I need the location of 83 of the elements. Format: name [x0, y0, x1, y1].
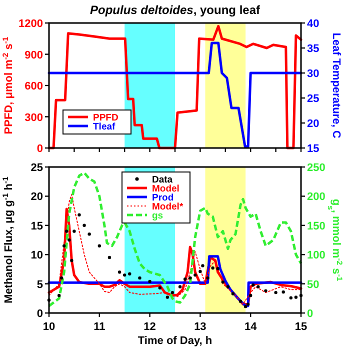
- point: [70, 258, 74, 262]
- point: [57, 294, 61, 298]
- point: [238, 300, 242, 303]
- point: [98, 244, 101, 248]
- legend-label: Tleaf: [93, 122, 116, 132]
- y-tick-label: 15: [30, 220, 43, 232]
- y-tick-label: 25: [30, 162, 43, 174]
- point: [82, 224, 86, 227]
- point: [206, 276, 210, 280]
- legend-label: Model: [152, 184, 180, 194]
- y2-axis-title: Leaf Temperature, C: [330, 32, 342, 138]
- point: [138, 276, 142, 280]
- point: [65, 230, 68, 233]
- point: [264, 289, 268, 292]
- y-tick-label: 0: [36, 308, 43, 320]
- line-series: [48, 255, 302, 308]
- point: [60, 276, 64, 280]
- y2-tick-label: 0: [307, 308, 314, 320]
- y-tick-label: 900: [24, 49, 43, 62]
- point: [294, 296, 298, 299]
- y-tick-label: 5: [36, 278, 43, 291]
- y-tick-label: 0: [36, 143, 43, 155]
- x-tick-label: 11: [94, 321, 106, 333]
- point: [231, 292, 235, 296]
- point: [256, 285, 260, 288]
- legend-label: PPFD: [93, 112, 118, 124]
- point: [244, 304, 248, 308]
- point: [249, 294, 252, 298]
- y2-tick-label: 30: [307, 68, 320, 80]
- legend-label: Model*: [152, 202, 184, 212]
- y2-tick-label: 250: [307, 162, 326, 174]
- point: [198, 270, 202, 274]
- point: [252, 283, 255, 287]
- point: [158, 286, 162, 290]
- point: [188, 276, 192, 280]
- point: [148, 280, 152, 284]
- x-tick-label: 13: [194, 321, 206, 333]
- y-tick-label: 20: [30, 191, 43, 204]
- y2-tick-label: 200: [307, 191, 326, 204]
- point: [183, 278, 187, 281]
- point: [211, 266, 214, 270]
- point: [108, 256, 112, 260]
- point: [128, 272, 132, 276]
- point: [118, 270, 122, 274]
- y2-tick-label: 50: [307, 278, 320, 291]
- line-series: [48, 172, 302, 308]
- y2-tick-label: 100: [307, 250, 326, 262]
- point: [221, 280, 224, 284]
- point: [274, 290, 278, 294]
- x-tick-label: 14: [244, 321, 258, 333]
- y2-tick-label: 15: [307, 143, 320, 155]
- point: [68, 238, 71, 242]
- y2-tick-label: 20: [307, 118, 320, 130]
- legend-label: Data: [152, 174, 174, 186]
- point: [78, 213, 81, 216]
- point: [170, 290, 174, 294]
- point: [201, 264, 204, 268]
- point: [123, 273, 126, 277]
- point: [62, 244, 66, 248]
- y2-tick-label: 35: [307, 43, 320, 55]
- point: [282, 290, 285, 294]
- point: [72, 230, 76, 233]
- legend-label: gs: [152, 210, 164, 222]
- y2-tick-label: 25: [307, 93, 320, 105]
- y2-tick-label: 40: [307, 18, 320, 30]
- x-tick-label: 15: [294, 321, 308, 333]
- y-tick-label: 300: [24, 112, 43, 124]
- point: [88, 232, 91, 236]
- y-tick-label: 600: [24, 80, 43, 92]
- point: [216, 267, 220, 270]
- point: [194, 273, 197, 277]
- y-tick-label: 1200: [18, 18, 43, 30]
- point: [166, 296, 170, 299]
- point: [289, 296, 293, 300]
- y2-tick-label: 150: [307, 220, 326, 232]
- x-tick-label: 12: [144, 321, 156, 333]
- chart-title: Populus deltoides, young leaf: [90, 3, 262, 17]
- x-axis-title: Time of Day, h: [138, 335, 212, 347]
- legend-label: Prod: [152, 192, 174, 204]
- y-tick-label: 10: [30, 250, 43, 262]
- point: [178, 285, 182, 288]
- point: [246, 302, 250, 306]
- point: [226, 285, 230, 288]
